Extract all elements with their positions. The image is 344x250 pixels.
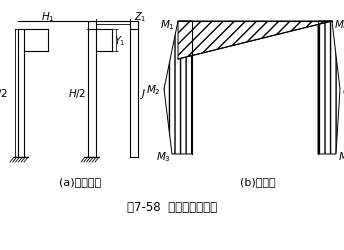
Text: $Z_1$: $Z_1$: [134, 10, 147, 24]
Text: 图7-58  立柱受力分析图: 图7-58 立柱受力分析图: [127, 201, 217, 214]
Polygon shape: [318, 22, 340, 154]
Polygon shape: [164, 22, 192, 154]
Text: $M_5$: $M_5$: [342, 83, 344, 96]
Text: $M_1$: $M_1$: [160, 18, 175, 32]
Text: $M_3$: $M_3$: [156, 150, 171, 163]
Text: $M_4$: $M_4$: [334, 18, 344, 32]
Text: $M_6$: $M_6$: [338, 150, 344, 163]
Text: $J$: $J$: [140, 87, 147, 101]
Text: $H/2$: $H/2$: [67, 87, 86, 100]
Text: $M_2$: $M_2$: [146, 83, 161, 96]
Text: (b)弯矩图: (b)弯矩图: [240, 176, 276, 186]
Text: $H_1$: $H_1$: [41, 10, 55, 24]
Text: $H/2$: $H/2$: [0, 87, 8, 100]
Text: (a)受力简图: (a)受力简图: [59, 176, 101, 186]
Polygon shape: [178, 22, 332, 60]
Text: $Y_1$: $Y_1$: [114, 34, 126, 48]
